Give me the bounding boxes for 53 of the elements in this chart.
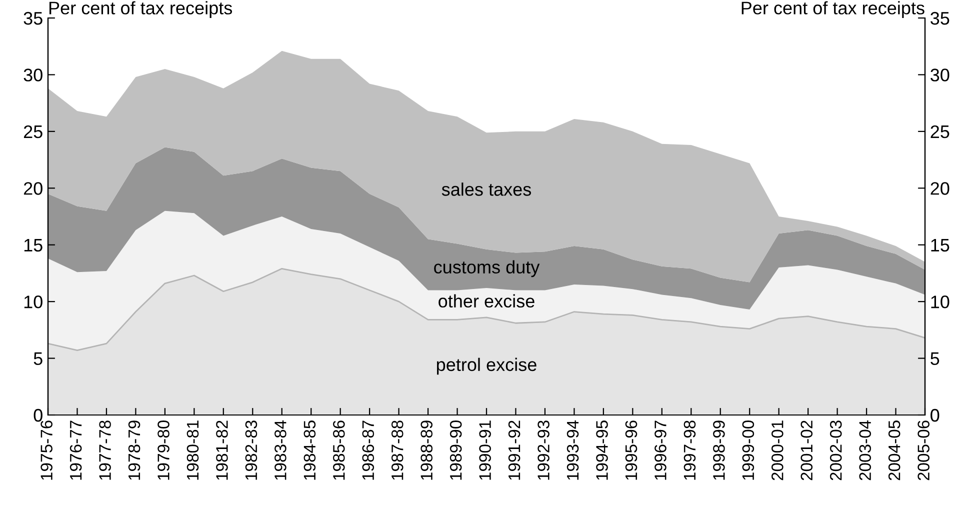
x-tick-label: 1990-91 (479, 420, 491, 480)
x-tick-label: 1978-79 (128, 420, 140, 480)
x-tick-label: 1976-77 (70, 420, 82, 480)
x-tick-label: 1992-93 (538, 420, 550, 480)
series-label: other excise (438, 294, 534, 308)
y-tick-label: 35 (24, 12, 42, 25)
y2-tick-label: 10 (931, 296, 950, 308)
x-tick-label: 1997-98 (684, 420, 696, 480)
x-tick-label: 1991-92 (508, 420, 520, 480)
series-label: sales taxes (442, 182, 532, 196)
series-label: petrol excise (436, 358, 536, 375)
x-tick-label: 2000-01 (772, 420, 784, 480)
x-tick-label: 2004-05 (888, 420, 900, 480)
x-tick-label: 1999-00 (742, 420, 754, 480)
y2-tick-label: 15 (931, 238, 950, 252)
x-tick-label: 1993-94 (566, 420, 579, 480)
y2-tick-label: 25 (930, 125, 950, 138)
y2-tick-label: 20 (930, 182, 950, 195)
x-tick-label: 1980-81 (186, 420, 199, 480)
y-tick-label: 30 (24, 68, 42, 82)
y-tick-label: 25 (24, 125, 42, 138)
x-tick-label: 2002-03 (830, 420, 842, 480)
x-tick-label: 2005-06 (918, 420, 930, 480)
y-tick-label: 0 (34, 408, 42, 422)
x-tick-label: 1989-90 (450, 420, 462, 480)
y-tick-label: 5 (34, 352, 42, 366)
y-tick-label: 20 (24, 182, 42, 195)
x-tick-label: 1996-97 (654, 420, 666, 480)
x-tick-label: 1988-89 (420, 420, 433, 480)
y-axis-title: Per cent of tax receipts (49, 1, 232, 18)
x-tick-label: 1984-85 (304, 420, 316, 480)
y2-tick-label: 30 (930, 68, 950, 82)
x-tick-label: 1981-82 (216, 420, 228, 480)
x-tick-label: 1983-84 (274, 420, 286, 480)
x-tick-label: 1977-78 (99, 420, 111, 480)
x-tick-label: 1987-88 (391, 420, 404, 480)
x-tick-label: 1994-95 (596, 420, 608, 480)
x-tick-label: 2001-02 (800, 420, 813, 480)
y2-axis-title: Per cent of tax receipts (742, 1, 924, 18)
x-tick-label: 1975-76 (40, 420, 52, 480)
x-tick-label: 1995-96 (625, 420, 638, 480)
x-tick-label: 1985-86 (333, 420, 345, 480)
y2-tick-label: 35 (930, 12, 950, 25)
series-label: customs duty (434, 260, 540, 278)
x-tick-label: 1979-80 (158, 420, 170, 480)
y-tick-label: 15 (24, 238, 42, 252)
x-tick-label: 1998-99 (713, 420, 725, 480)
y2-tick-label: 0 (930, 408, 940, 422)
y-tick-label: 10 (24, 296, 42, 308)
x-tick-label: 1986-87 (362, 420, 374, 480)
x-tick-label: 2003-04 (859, 420, 872, 480)
x-tick-label: 1982-83 (245, 420, 258, 480)
y2-tick-label: 5 (930, 352, 940, 366)
